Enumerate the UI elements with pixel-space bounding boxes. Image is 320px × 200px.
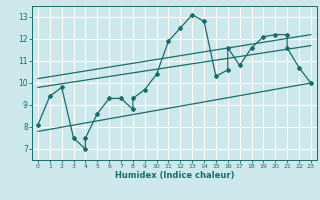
- X-axis label: Humidex (Indice chaleur): Humidex (Indice chaleur): [115, 171, 234, 180]
